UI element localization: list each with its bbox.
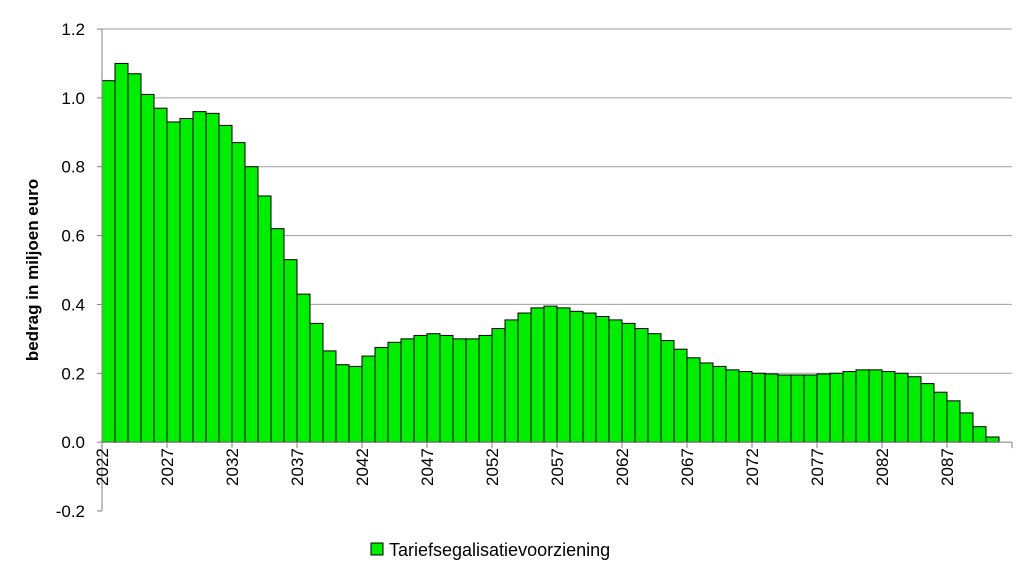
bar-2088 [959, 412, 974, 443]
bar-2060 [595, 315, 610, 443]
bar-2062 [621, 322, 636, 443]
bar-2035 [270, 228, 285, 443]
x-tick-label: 2062 [613, 448, 632, 486]
bar-2024 [127, 73, 142, 443]
x-tick-label: 2022 [93, 448, 112, 486]
x-tick-label: 2052 [483, 448, 502, 486]
bar-2064 [647, 333, 662, 443]
bar-2056 [543, 305, 558, 443]
bar-2081 [868, 369, 883, 443]
x-tick-label: 2037 [288, 448, 307, 486]
bar-2036 [283, 259, 298, 443]
bar-2090 [985, 436, 1000, 443]
x-tick-label: 2082 [873, 448, 892, 486]
x-tick-label: 2047 [418, 448, 437, 486]
bar-2022 [101, 80, 116, 443]
bar-2032 [231, 142, 246, 443]
bar-2086 [933, 391, 948, 443]
bar-2075 [790, 374, 805, 443]
y-tick-label: 0.8 [61, 158, 85, 177]
legend-label: Tariefsegalisatievoorziening [389, 540, 610, 560]
bar-2089 [972, 426, 987, 443]
bar-2040 [335, 364, 350, 443]
bar-2073 [764, 373, 779, 443]
bar-2070 [725, 369, 740, 443]
y-tick-label: 0.0 [61, 433, 85, 452]
bar-2084 [907, 376, 922, 443]
bar-2078 [829, 372, 844, 443]
bar-2044 [387, 341, 402, 443]
bar-2057 [556, 307, 571, 443]
bar-2058 [569, 310, 584, 443]
bar-2023 [114, 62, 129, 443]
y-tick-label: 1.0 [61, 89, 85, 108]
bar-2049 [452, 338, 467, 443]
bar-2065 [660, 340, 675, 443]
bar-2051 [478, 334, 493, 443]
bar-2034 [257, 195, 272, 443]
bars [101, 62, 1000, 443]
bar-2066 [673, 348, 688, 443]
bar-2046 [413, 334, 428, 443]
bar-2061 [608, 319, 623, 443]
bar-2052 [491, 328, 506, 443]
legend-swatch [370, 542, 384, 556]
bar-2048 [439, 334, 454, 443]
x-tick-label: 2067 [678, 448, 697, 486]
bar-2082 [881, 371, 896, 443]
x-tick-label: 2042 [353, 448, 372, 486]
bar-2033 [244, 166, 259, 443]
x-tick-label: 2087 [938, 448, 957, 486]
y-tick-label: 0.6 [61, 227, 85, 246]
y-tick-label: -0.2 [56, 502, 85, 521]
bar-2045 [400, 338, 415, 443]
bar-2025 [140, 93, 155, 443]
bar-2031 [218, 124, 233, 443]
x-tick-label: 2057 [548, 448, 567, 486]
bar-2038 [309, 322, 324, 443]
y-tick-label: 0.2 [61, 364, 85, 383]
x-tick-label: 2077 [808, 448, 827, 486]
bar-2079 [842, 371, 857, 443]
bar-2074 [777, 374, 792, 443]
bar-2076 [803, 374, 818, 443]
bar-2072 [751, 372, 766, 443]
bar-2037 [296, 293, 311, 443]
x-tick-label: 2072 [743, 448, 762, 486]
bar-2042 [361, 355, 376, 443]
bar-2041 [348, 365, 363, 443]
bar-2080 [855, 369, 870, 443]
x-tick-label: 2032 [223, 448, 242, 486]
bar-2071 [738, 371, 753, 443]
bar-2053 [504, 319, 519, 443]
bar-2077 [816, 373, 831, 443]
bar-2069 [712, 365, 727, 443]
bar-2050 [465, 338, 480, 443]
x-tick-label: 2027 [158, 448, 177, 486]
bar-2068 [699, 362, 714, 443]
bar-2027 [166, 121, 181, 443]
y-tick-label: 0.4 [61, 295, 85, 314]
legend: Tariefsegalisatievoorziening [370, 540, 610, 560]
bar-2054 [517, 312, 532, 443]
bar-2043 [374, 346, 389, 443]
bar-2087 [946, 400, 961, 443]
bar-2063 [634, 328, 649, 443]
bar-2055 [530, 307, 545, 443]
bar-2028 [179, 118, 194, 443]
y-tick-label: 1.2 [61, 20, 85, 39]
bar-2047 [426, 333, 441, 443]
bar-2059 [582, 312, 597, 443]
bar-2039 [322, 350, 337, 443]
bar-2026 [153, 107, 168, 443]
y-axis-label: bedrag in miljoen euro [23, 179, 42, 361]
bar-2083 [894, 372, 909, 443]
bar-2030 [205, 112, 220, 443]
bar-2085 [920, 383, 935, 443]
axes: -0.2 0.0 0.2 0.4 0.6 0.8 1.0 1.2 2022 2027 2032 203… [56, 20, 1013, 521]
bar-2067 [686, 357, 701, 443]
bar-2029 [192, 111, 207, 443]
